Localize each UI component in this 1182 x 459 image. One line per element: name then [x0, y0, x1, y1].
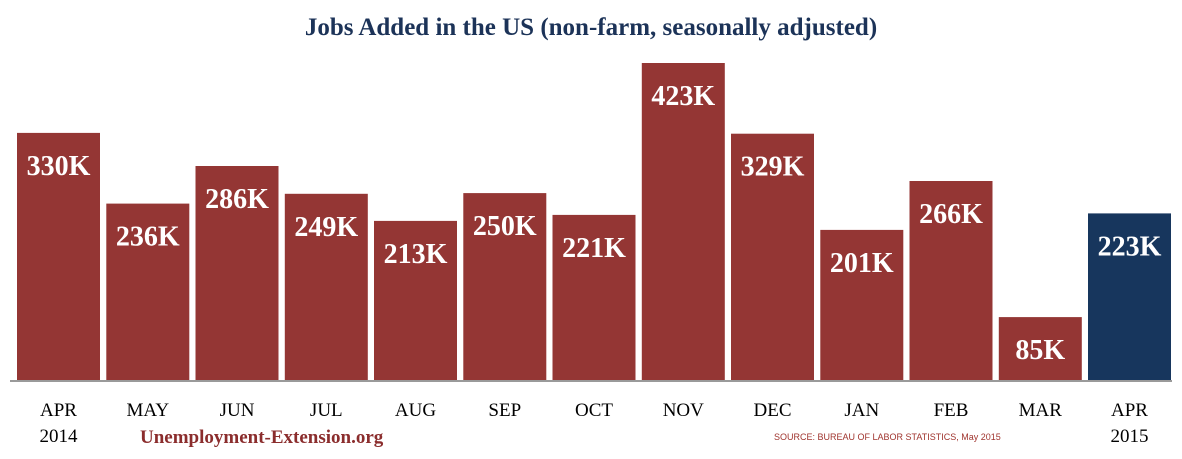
bar-value-label-6: 221K — [562, 233, 626, 264]
category-year-label-0: 2014 — [40, 426, 79, 447]
category-year-label-12: 2015 — [1111, 426, 1149, 447]
source-note: SOURCE: BUREAU OF LABOR STATISTICS, May … — [774, 432, 1001, 442]
bar-value-label-1: 236K — [116, 222, 180, 253]
category-label-5: SEP — [488, 400, 521, 421]
bar-1 — [106, 203, 190, 381]
bar-4 — [374, 220, 457, 381]
site-watermark: Unemployment-Extension.org — [140, 427, 384, 448]
bar-3 — [284, 193, 368, 381]
category-label-1: MAY — [127, 400, 170, 421]
category-label-2: JUN — [220, 400, 255, 421]
bar-5 — [463, 193, 547, 381]
category-label-11: MAR — [1019, 400, 1063, 421]
bar-9 — [820, 229, 904, 381]
bar-value-label-12: 223K — [1098, 231, 1162, 262]
category-label-9: JAN — [844, 400, 879, 421]
labels-group: 330K APR 2014 236K MAY 286K JUN 249K JUL 213K AUG 2… — [27, 81, 1162, 447]
category-label-8: DEC — [754, 400, 792, 421]
category-label-7: NOV — [663, 400, 704, 421]
category-label-4: AUG — [395, 400, 436, 421]
bar-value-label-4: 213K — [384, 239, 448, 270]
category-label-6: OCT — [575, 400, 613, 421]
bar-value-label-10: 266K — [919, 199, 983, 230]
category-label-12: APR — [1111, 400, 1148, 421]
bar-7 — [641, 63, 725, 381]
chart-title: Jobs Added in the US (non-farm, seasonal… — [304, 14, 878, 41]
bar-value-label-11: 85K — [1015, 335, 1065, 366]
bar-value-label-8: 329K — [741, 152, 805, 183]
bar-value-label-9: 201K — [830, 248, 894, 279]
bar-2 — [195, 166, 279, 381]
bar-value-label-3: 249K — [294, 212, 358, 243]
category-label-10: FEB — [934, 400, 969, 421]
bar-value-label-5: 250K — [473, 211, 537, 242]
bars-group — [17, 63, 1171, 381]
bar-6 — [552, 214, 636, 381]
bar-12 — [1088, 213, 1171, 381]
bar-10 — [909, 181, 993, 381]
bar-value-label-2: 286K — [205, 184, 269, 215]
bar-11 — [998, 317, 1082, 381]
bar-value-label-0: 330K — [27, 151, 91, 182]
bar-8 — [731, 133, 814, 381]
bar-0 — [17, 132, 100, 381]
bar-value-label-7: 423K — [651, 81, 715, 112]
category-label-0: APR — [40, 400, 77, 421]
category-label-3: JUL — [310, 400, 343, 421]
